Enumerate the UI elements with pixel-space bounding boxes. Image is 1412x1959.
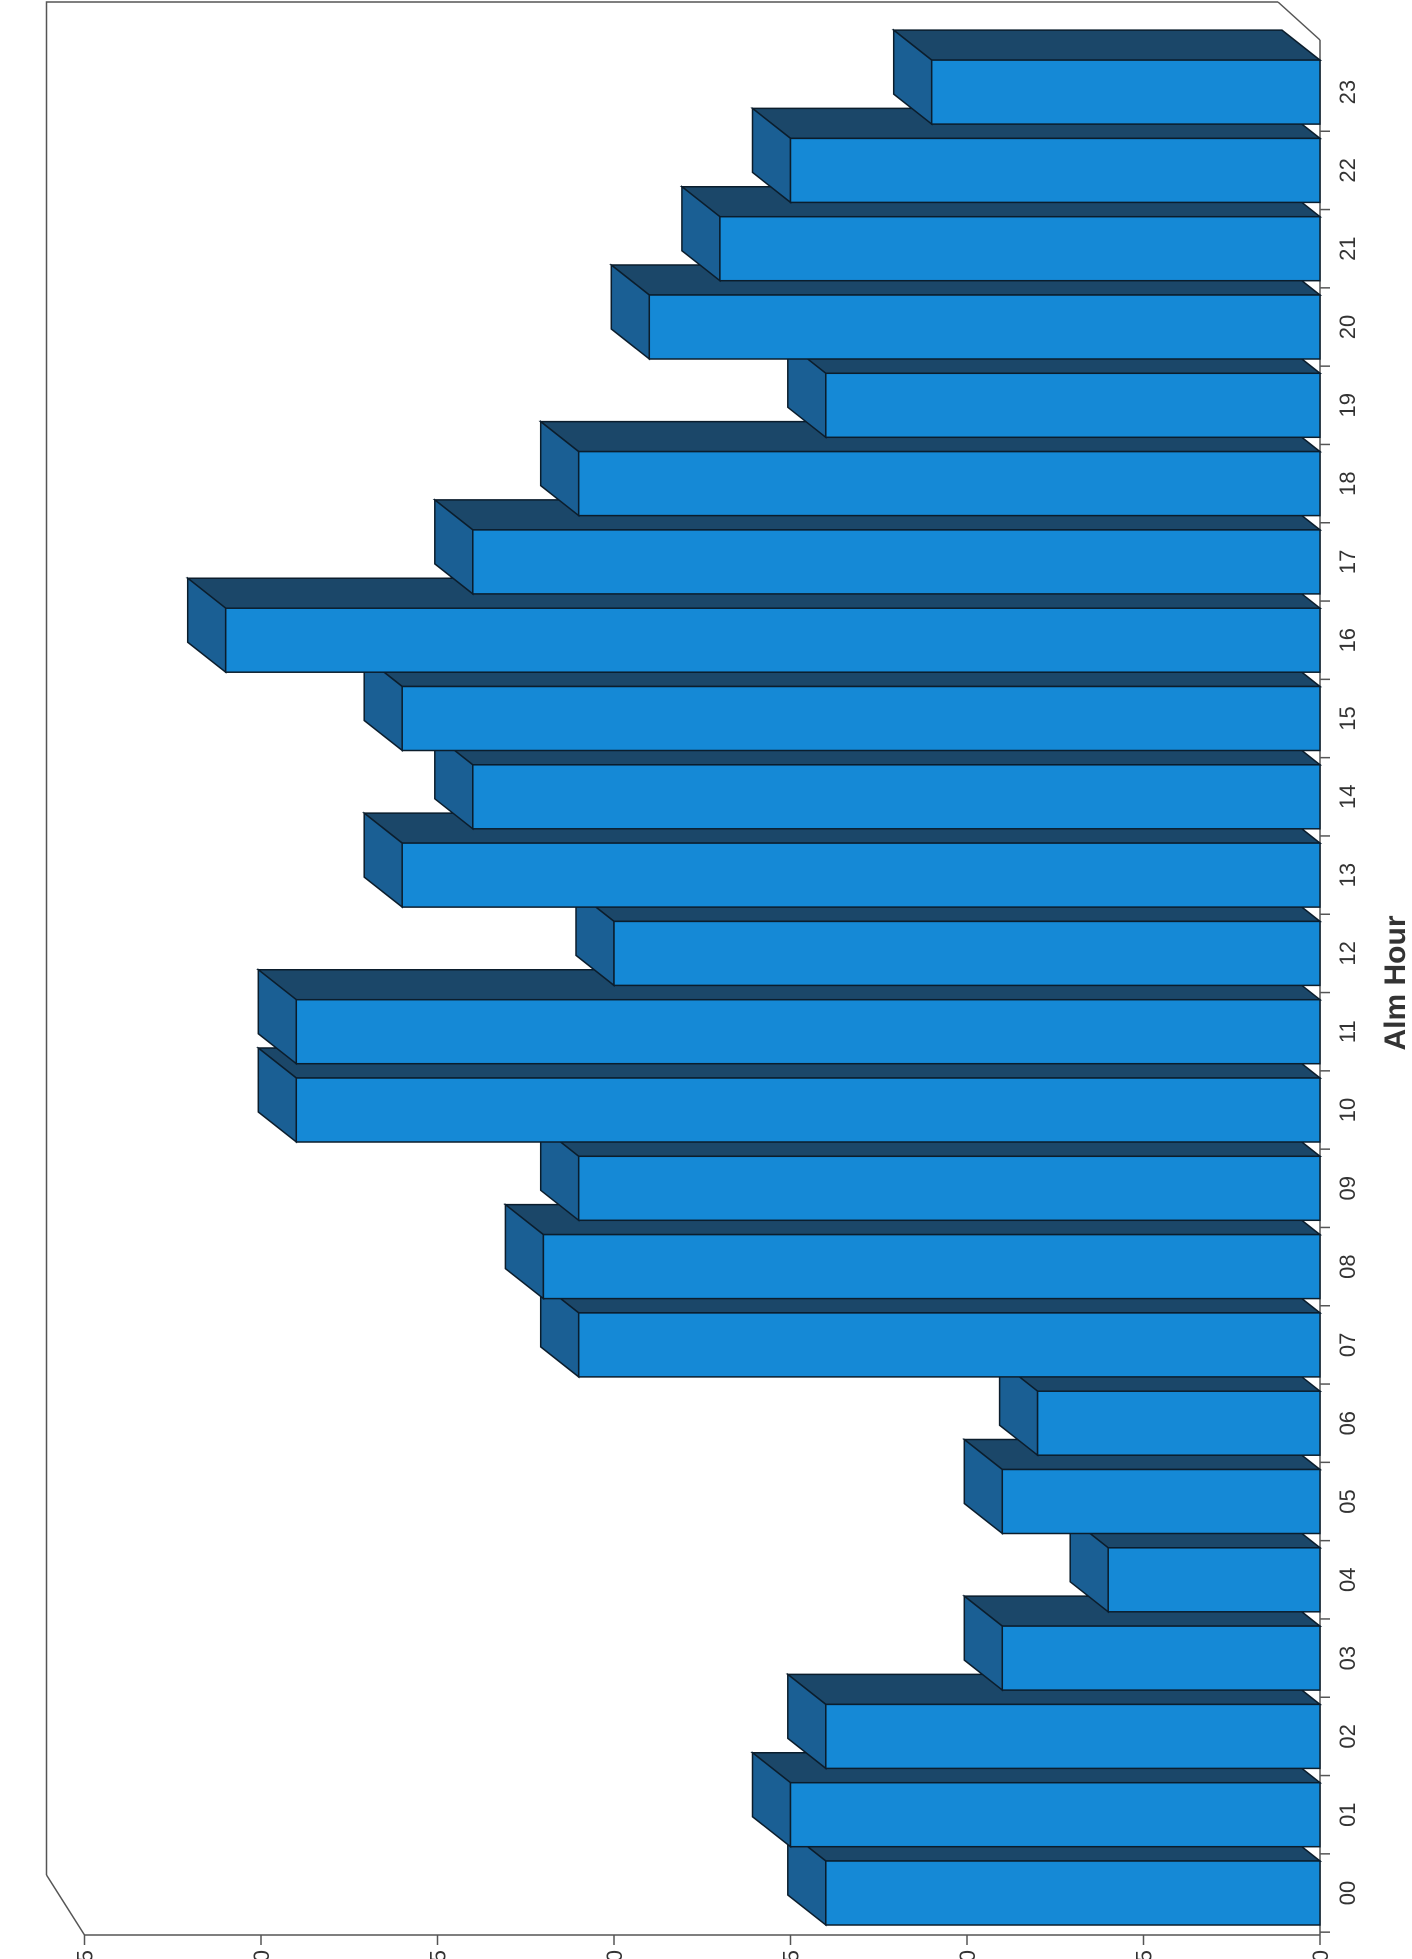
category-label: 04 xyxy=(1335,1568,1360,1592)
category-label: 01 xyxy=(1335,1802,1360,1826)
bar-front-face xyxy=(577,1312,1321,1378)
category-label: 02 xyxy=(1335,1724,1360,1748)
category-label: 20 xyxy=(1335,315,1360,339)
bar-front-face xyxy=(1036,1390,1321,1456)
value-tick-label: 25 xyxy=(426,1950,451,1959)
bar-front-face xyxy=(719,215,1321,282)
category-label: 13 xyxy=(1335,863,1360,887)
bar-front-face xyxy=(295,998,1321,1065)
category-label: 08 xyxy=(1335,1254,1360,1278)
bar-front-face xyxy=(401,685,1321,752)
category-label: 23 xyxy=(1335,80,1360,104)
category-label: 03 xyxy=(1335,1646,1360,1670)
value-tick-label: 20 xyxy=(602,1950,627,1959)
bar-front-face xyxy=(1001,1468,1321,1535)
x-axis-title: Alm Hour xyxy=(1379,915,1412,1050)
value-tick-label: 15 xyxy=(779,1950,804,1959)
category-label: 10 xyxy=(1335,1098,1360,1122)
bars-group xyxy=(185,28,1323,1927)
category-label: 17 xyxy=(1335,550,1360,574)
bar-front-face xyxy=(930,59,1321,125)
category-label: 11 xyxy=(1335,1020,1360,1043)
bar-front-face xyxy=(789,137,1321,204)
floor-left-edge xyxy=(45,1874,86,1936)
category-label: 09 xyxy=(1335,1176,1360,1200)
bar-23 xyxy=(891,28,1323,126)
bar-front-face xyxy=(577,450,1321,517)
category-label: 12 xyxy=(1335,941,1360,965)
bar-top-face xyxy=(891,29,1323,61)
bar-front-face xyxy=(1001,1625,1321,1691)
value-tick-label: 0 xyxy=(1308,1950,1333,1959)
value-tick-label: 30 xyxy=(249,1950,274,1959)
category-label: 05 xyxy=(1335,1489,1360,1513)
bar-front-face xyxy=(825,1703,1321,1770)
category-axis: 00 01 02 03 04 05 06 07 08 09 10 11 12 13 14 15 16 17 18 19… xyxy=(1320,80,1360,1933)
bar-front-face xyxy=(295,1077,1321,1143)
category-label: 14 xyxy=(1335,785,1360,809)
bar-front-face xyxy=(472,529,1321,595)
value-tick-label: 10 xyxy=(955,1950,980,1959)
category-label: 19 xyxy=(1335,393,1360,417)
category-label: 15 xyxy=(1335,706,1360,730)
bar-front-face xyxy=(1107,1547,1321,1613)
category-label: 18 xyxy=(1335,471,1360,495)
category-label: 00 xyxy=(1335,1881,1360,1905)
value-tick-label: 5 xyxy=(1132,1950,1157,1959)
category-label: 16 xyxy=(1335,628,1360,652)
bar-front-face xyxy=(825,1860,1321,1926)
bar-front-face xyxy=(789,1781,1321,1848)
bar-front-face xyxy=(542,1233,1321,1300)
value-axis: 0 5 10 15 20 25 30 35 xyxy=(73,1935,1333,1959)
top-edge xyxy=(1277,1,1321,41)
bar-front-face xyxy=(577,1155,1321,1222)
bar-front-face xyxy=(825,372,1321,439)
category-label: 07 xyxy=(1335,1333,1360,1357)
bar-front-face xyxy=(472,764,1321,830)
category-label: 22 xyxy=(1335,158,1360,182)
value-tick-label: 35 xyxy=(73,1950,98,1959)
category-label: 06 xyxy=(1335,1411,1360,1435)
bar-front-face xyxy=(648,294,1321,360)
back-wall-edge xyxy=(45,1,1278,1875)
bar-front-face xyxy=(224,607,1321,673)
category-label: 21 xyxy=(1335,236,1360,260)
bar-front-face xyxy=(613,920,1321,987)
bar-front-face xyxy=(401,842,1321,908)
